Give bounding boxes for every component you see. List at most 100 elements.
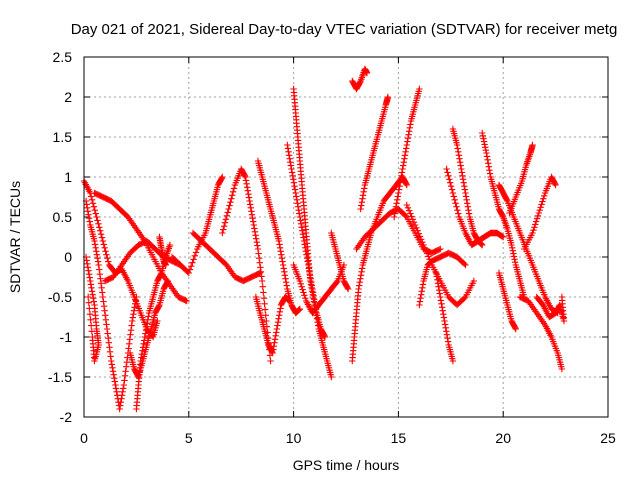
data-point: [94, 258, 102, 265]
x-tick-label: 15: [391, 430, 407, 446]
data-point: [296, 305, 304, 313]
data-point: [121, 377, 128, 384]
data-point: [392, 206, 399, 214]
data-point: [444, 169, 451, 176]
data-point: [283, 282, 290, 289]
data-point: [300, 289, 307, 296]
data-point: [328, 373, 335, 381]
data-point: [394, 196, 401, 204]
data-point: [479, 129, 486, 137]
data-point: [292, 189, 299, 197]
data-point: [393, 200, 400, 207]
data-point: [223, 212, 231, 220]
data-point: [255, 250, 262, 257]
data-point: [402, 148, 409, 156]
series-arc-06: [126, 277, 172, 381]
data-point: [242, 173, 249, 181]
data-point: [443, 165, 450, 173]
series-arc-15: [290, 85, 335, 381]
data-point: [257, 268, 265, 276]
data-point: [309, 291, 316, 298]
data-point: [512, 325, 519, 333]
data-point: [186, 266, 194, 273]
data-point: [256, 259, 263, 266]
data-point: [129, 314, 137, 321]
data-point: [95, 220, 102, 228]
gridlines: [84, 57, 608, 417]
data-point: [461, 294, 468, 302]
data-point: [486, 166, 493, 174]
data-point: [83, 201, 90, 208]
data-point: [355, 282, 363, 289]
data-point: [294, 203, 302, 210]
data-point: [144, 316, 151, 324]
data-point: [252, 235, 260, 242]
data-point: [93, 248, 100, 255]
data-point: [270, 346, 277, 353]
y-tick-label: 0: [64, 249, 72, 265]
data-point: [437, 293, 444, 301]
data-point: [109, 364, 116, 372]
x-tick-label: 5: [185, 430, 193, 446]
data-point: [291, 186, 299, 193]
data-point: [510, 253, 518, 260]
data-point: [441, 317, 448, 325]
data-point: [440, 314, 448, 321]
data-point: [227, 198, 234, 206]
data-point: [417, 291, 425, 298]
series-arc-09: [168, 173, 226, 277]
data-point: [87, 316, 94, 324]
data-point: [93, 251, 101, 258]
data-point: [189, 259, 196, 266]
data-point: [109, 368, 117, 375]
data-point: [244, 187, 251, 194]
data-point: [258, 273, 265, 280]
data-point: [404, 138, 411, 145]
series-arc-32: [516, 293, 566, 373]
data-point: [183, 297, 190, 305]
data-point: [401, 152, 409, 159]
data-point: [294, 200, 301, 207]
data-point: [479, 241, 486, 249]
data-point: [261, 300, 268, 308]
data-point: [108, 361, 116, 368]
data-point: [89, 291, 96, 298]
data-point: [248, 208, 255, 215]
data-point: [84, 204, 91, 212]
data-point: [107, 353, 114, 360]
data-point: [396, 182, 403, 190]
data-point: [259, 283, 266, 290]
data-point: [230, 185, 238, 192]
data-point: [282, 278, 290, 286]
data-point: [129, 317, 136, 325]
x-tick-label: 0: [80, 430, 88, 446]
data-point: [127, 331, 134, 338]
data-point: [536, 206, 543, 214]
data-point: [118, 395, 125, 402]
data-point: [131, 304, 138, 311]
data-point: [123, 358, 131, 366]
data-point: [461, 182, 468, 190]
data-point: [269, 349, 276, 357]
data-point: [83, 257, 90, 264]
data-point: [462, 189, 469, 197]
series-arc-16: [290, 261, 348, 317]
data-point: [414, 227, 421, 234]
data-point: [440, 310, 447, 318]
data-point: [300, 234, 307, 241]
data-point: [128, 322, 135, 329]
data-point: [97, 230, 105, 238]
data-point: [127, 326, 135, 334]
data-point: [403, 201, 410, 209]
data-point: [104, 330, 111, 337]
data-point: [465, 210, 473, 217]
data-point: [551, 180, 559, 188]
data-point: [187, 262, 195, 270]
data-point: [166, 241, 174, 249]
data-point: [91, 241, 99, 248]
data-point: [274, 318, 282, 326]
data-point: [111, 374, 118, 382]
data-point: [396, 179, 404, 186]
data-point: [447, 179, 454, 186]
data-point: [456, 155, 463, 162]
